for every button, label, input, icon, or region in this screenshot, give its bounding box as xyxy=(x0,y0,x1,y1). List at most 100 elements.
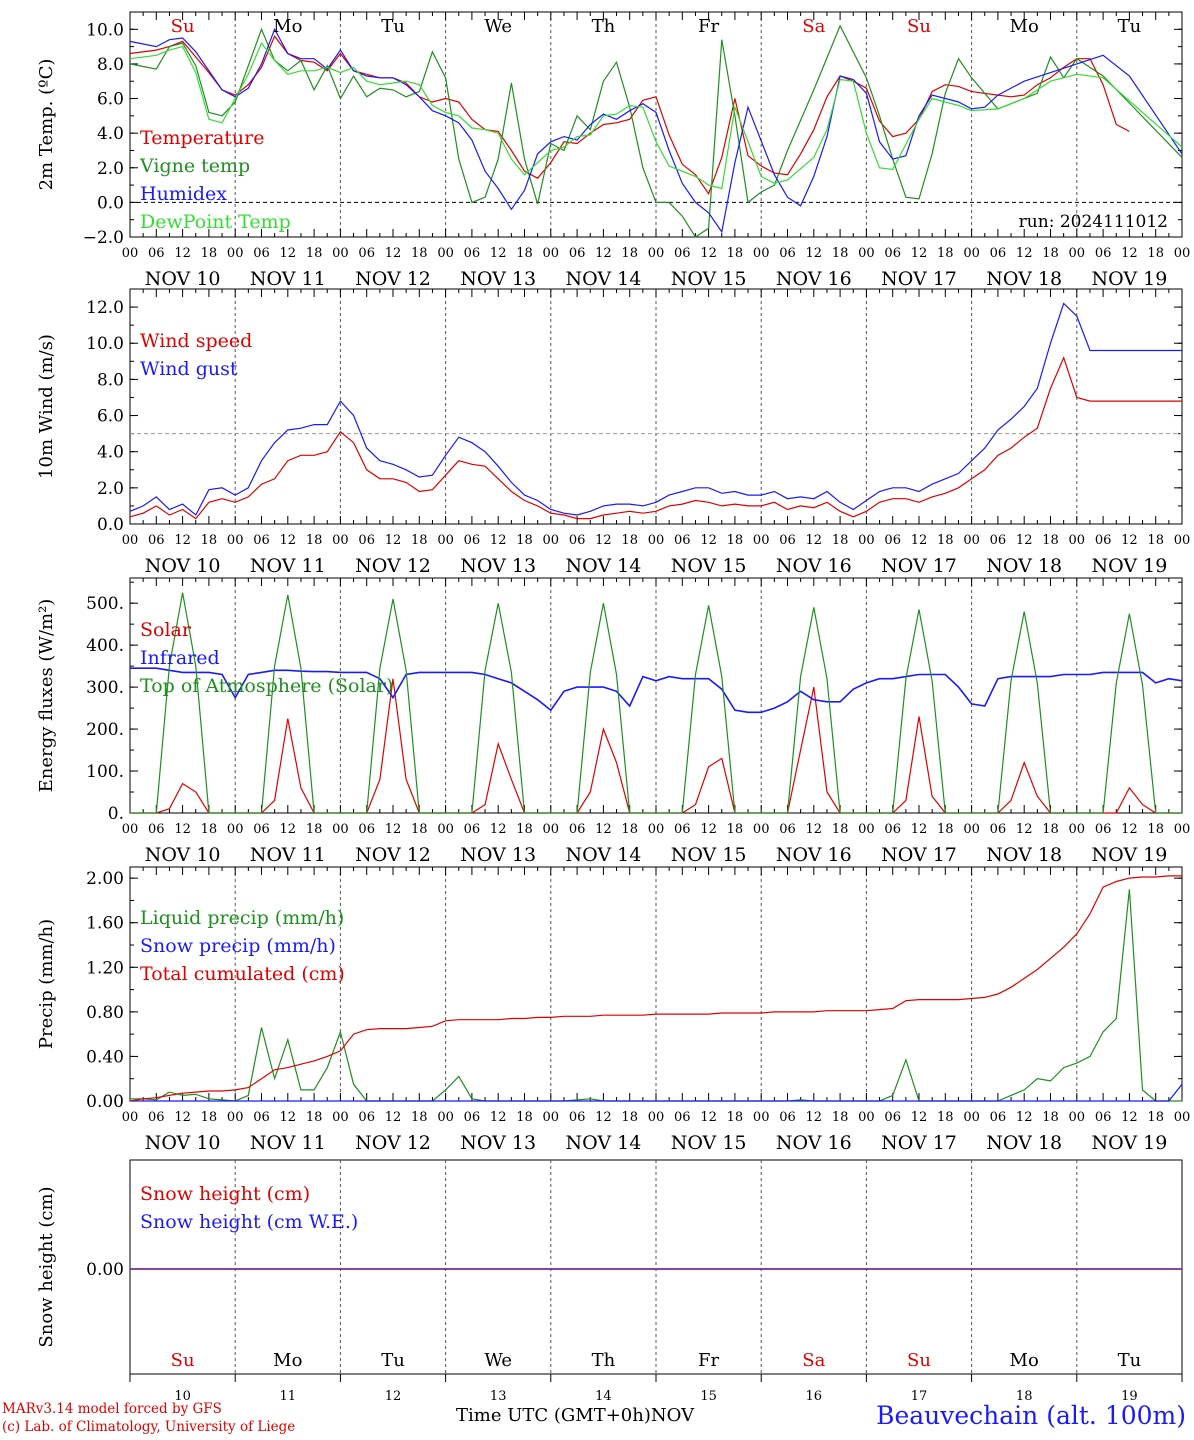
x-hour-label: 00 xyxy=(1069,246,1086,261)
x-date-label: NOV 14 xyxy=(565,844,641,866)
plot-frame xyxy=(129,11,1183,238)
y-axis-label: 2m Temp. (ºC) xyxy=(36,59,57,191)
x-hour-label: 12 xyxy=(1016,822,1033,837)
y-axis-label: 10m Wind (m/s) xyxy=(36,334,57,479)
x-date-label: NOV 10 xyxy=(145,268,221,290)
x-hour-label: 12 xyxy=(490,246,507,261)
day-name-label: Tu xyxy=(1118,1350,1142,1371)
x-hour-label: 18 xyxy=(937,822,954,837)
y-tick-label: 100. xyxy=(86,762,124,782)
legend-entry: Solar xyxy=(140,619,192,641)
x-hour-label: 00 xyxy=(543,533,560,548)
x-hour-label: 18 xyxy=(727,533,744,548)
day-name-label: Tu xyxy=(381,16,405,37)
x-hour-label: 00 xyxy=(227,533,244,548)
x-hour-label: 00 xyxy=(437,246,454,261)
x-hour-label: 06 xyxy=(990,822,1007,837)
y-tick-label: 500. xyxy=(86,594,124,614)
x-hour-label: 00 xyxy=(858,246,875,261)
x-hour-label: 00 xyxy=(1174,822,1191,837)
y-tick-label: 10.0 xyxy=(86,20,124,40)
y-axis-label: Snow height (cm) xyxy=(36,1186,57,1347)
x-hour-label: 00 xyxy=(648,1110,665,1125)
x-hour-label: 18 xyxy=(621,822,638,837)
y-tick-label: 0.0 xyxy=(97,193,124,213)
x-hour-label: 06 xyxy=(569,1110,586,1125)
x-hour-label: 06 xyxy=(884,1110,901,1125)
x-hour-label: 12 xyxy=(806,533,823,548)
credit-line-model: MARv3.14 model forced by GFS xyxy=(2,1401,222,1417)
x-hour-label: 00 xyxy=(543,246,560,261)
day-name-label: Su xyxy=(171,16,195,37)
x-hour-label: 18 xyxy=(516,246,533,261)
x-hour-label: 12 xyxy=(806,822,823,837)
x-hour-label: 00 xyxy=(332,533,349,548)
y-tick-label: 12.0 xyxy=(86,298,124,318)
x-hour-label: 00 xyxy=(648,533,665,548)
x-hour-label: 06 xyxy=(253,1110,270,1125)
x-hour-label: 18 xyxy=(1147,822,1164,837)
run-label: run: 2024111012 xyxy=(1019,212,1168,232)
x-date-label: NOV 19 xyxy=(1091,1132,1167,1154)
day-name-label: We xyxy=(484,16,512,37)
series-line-1 xyxy=(129,356,1182,520)
x-hour-label: 06 xyxy=(1095,1110,1112,1125)
x-hour-label: 12 xyxy=(911,822,928,837)
day-name-label: Tu xyxy=(381,1350,405,1371)
x-hour-label: 00 xyxy=(122,533,139,548)
x-hour-label: 12 xyxy=(595,246,612,261)
x-hour-label: 12 xyxy=(280,822,297,837)
x-hour-label: 12 xyxy=(1121,822,1138,837)
x-hour-label: 06 xyxy=(1095,533,1112,548)
panel-3: 500. 400. 300. 200. 100. 0. Energy fluxes (W/m… xyxy=(36,577,1191,866)
x-hour-label: 18 xyxy=(937,533,954,548)
x-hour-label: 06 xyxy=(569,822,586,837)
legend-entry: Snow height (cm) xyxy=(140,1183,310,1205)
x-hour-label: 06 xyxy=(148,246,165,261)
x-hour-label: 12 xyxy=(174,822,191,837)
x-hour-label: 18 xyxy=(201,533,218,548)
x-hour-label: 18 xyxy=(621,246,638,261)
day-name-label: Mo xyxy=(1010,1350,1039,1371)
y-tick-label: 8.0 xyxy=(97,370,124,390)
x-hour-label: 00 xyxy=(332,246,349,261)
credit-line-lab: (c) Lab. of Climatology, University of L… xyxy=(2,1419,296,1435)
y-tick-label: −2.0 xyxy=(83,228,124,248)
x-hour-label: 00 xyxy=(437,822,454,837)
x-date-label: NOV 11 xyxy=(250,268,326,290)
x-hour-label: 00 xyxy=(753,822,770,837)
x-date-label: NOV 18 xyxy=(986,555,1062,577)
panel-2: 12.0 10.0 8.0 6.0 4.0 2.0 0.0 10m Wind (m/s) Win… xyxy=(36,288,1190,577)
series-line-4 xyxy=(129,42,1183,190)
x-hour-label: 18 xyxy=(727,1110,744,1125)
y-tick-label: 2.0 xyxy=(97,159,124,179)
x-hour-label: 06 xyxy=(884,822,901,837)
x-hour-label: 06 xyxy=(779,1110,796,1125)
x-hour-label: 18 xyxy=(1042,533,1059,548)
x-hour-label: 00 xyxy=(858,533,875,548)
series-line-1 xyxy=(129,35,1130,195)
x-hour-label: 06 xyxy=(884,533,901,548)
x-date-label: NOV 17 xyxy=(881,844,957,866)
y-tick-label: 6.0 xyxy=(97,90,124,110)
x-day-number: 13 xyxy=(490,1389,507,1404)
x-hour-label: 18 xyxy=(201,822,218,837)
x-date-label: NOV 15 xyxy=(671,268,747,290)
x-hour-label: 18 xyxy=(727,822,744,837)
x-hour-label: 18 xyxy=(1147,533,1164,548)
x-date-label: NOV 12 xyxy=(355,268,431,290)
x-hour-label: 06 xyxy=(148,822,165,837)
x-hour-label: 00 xyxy=(753,246,770,261)
x-hour-label: 12 xyxy=(1016,533,1033,548)
day-name-label: Fr xyxy=(698,1350,719,1371)
x-date-label: NOV 18 xyxy=(986,844,1062,866)
x-hour-label: 06 xyxy=(990,533,1007,548)
x-hour-label: 06 xyxy=(674,822,691,837)
x-hour-label: 12 xyxy=(700,822,717,837)
y-tick-label: 10.0 xyxy=(86,334,124,354)
x-hour-label: 12 xyxy=(1016,246,1033,261)
x-hour-label: 06 xyxy=(1095,246,1112,261)
x-hour-label: 06 xyxy=(253,246,270,261)
x-hour-label: 12 xyxy=(280,1110,297,1125)
x-hour-label: 00 xyxy=(332,822,349,837)
